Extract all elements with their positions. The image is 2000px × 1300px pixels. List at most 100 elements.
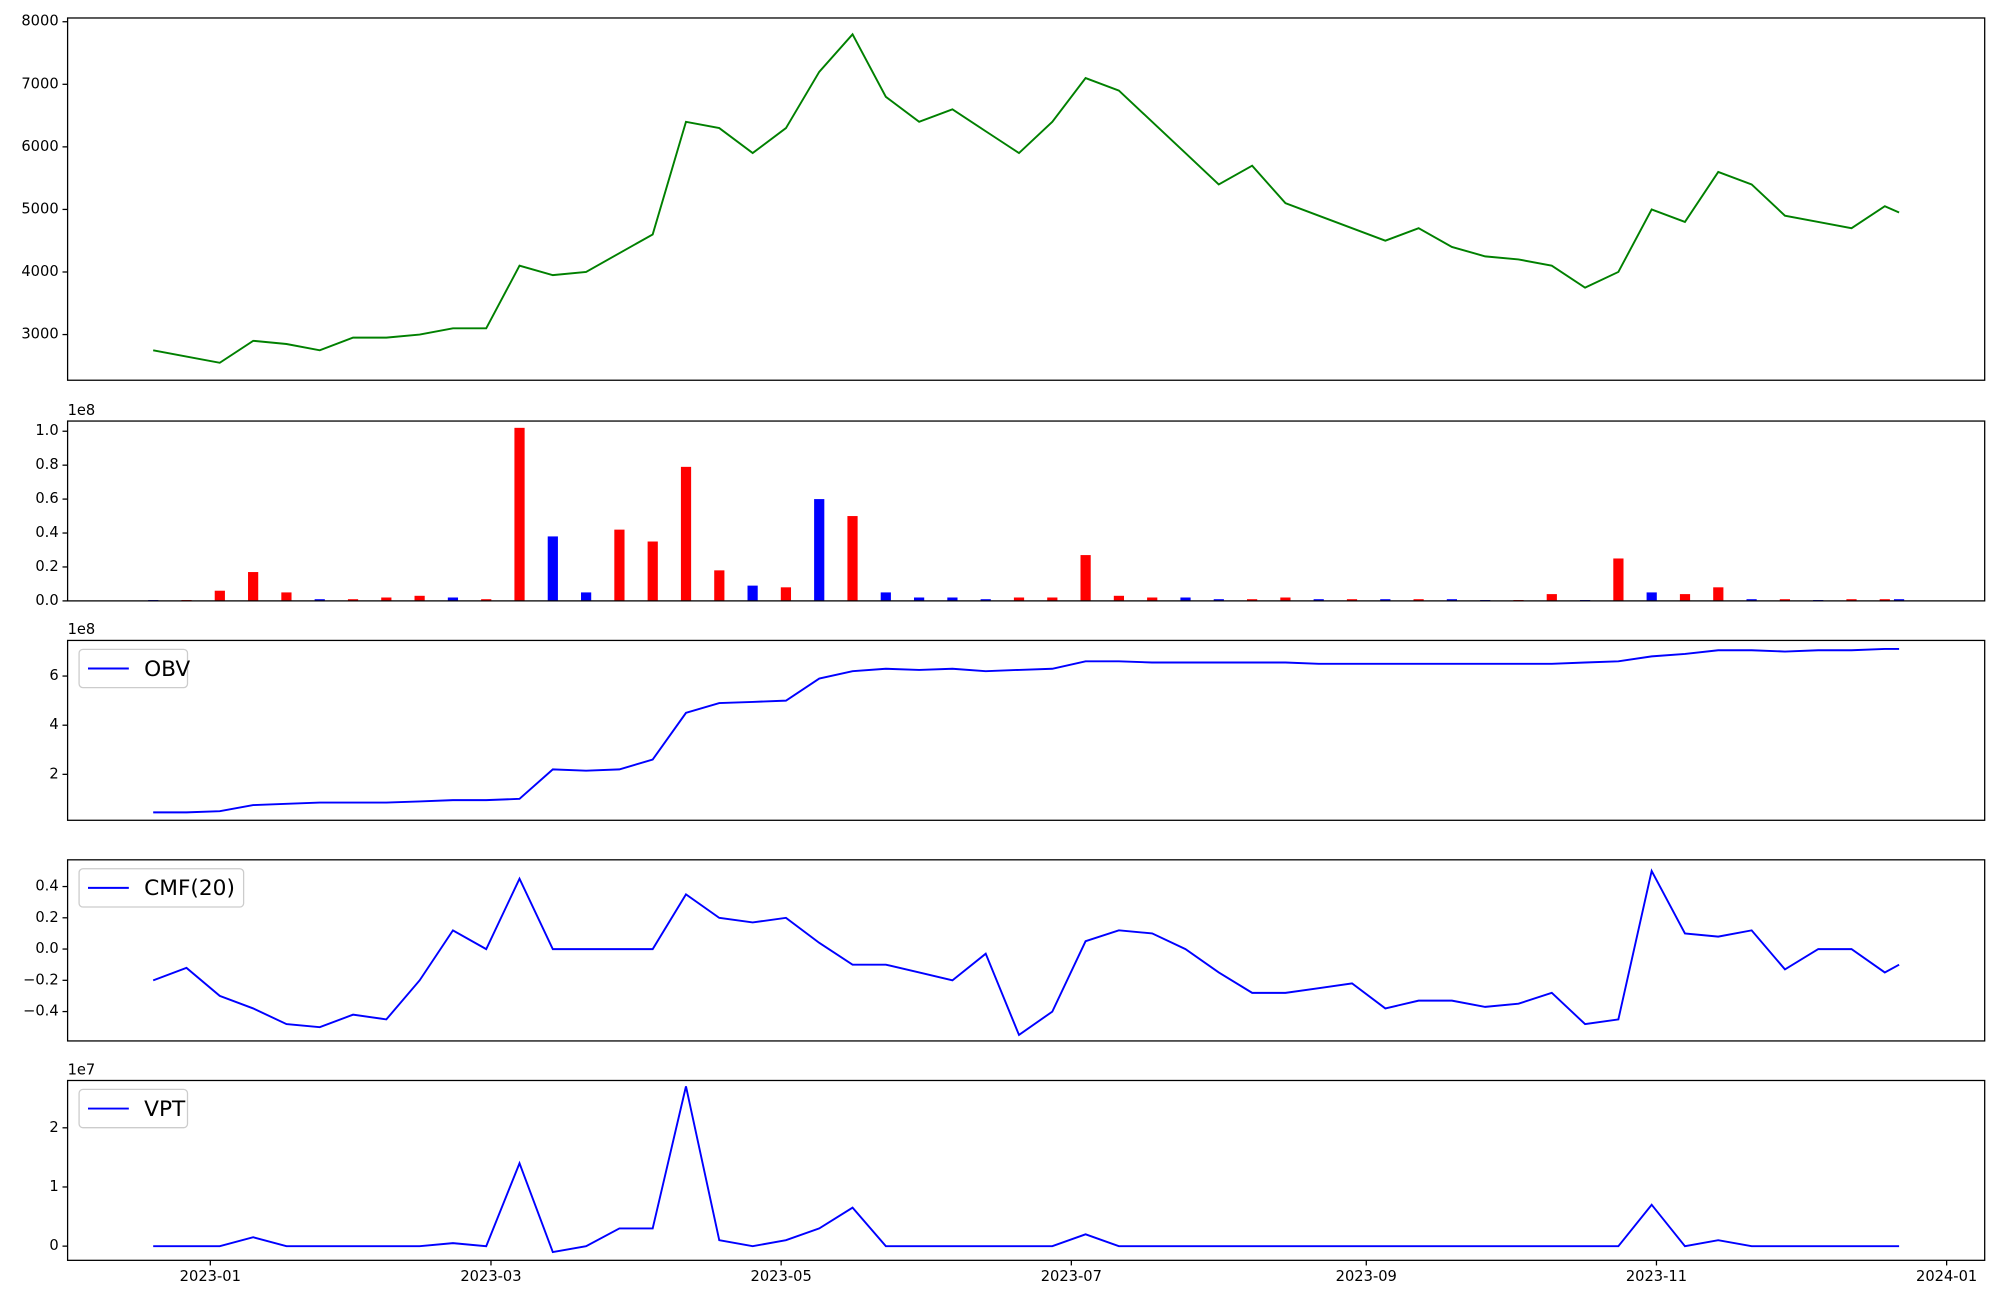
bar — [1346, 599, 1358, 601]
y-tick-label: 7000 — [21, 75, 58, 92]
y-tick-label: 0.4 — [35, 878, 58, 895]
bar — [347, 599, 359, 601]
y-tick-label: 4 — [49, 716, 58, 733]
bar — [1713, 587, 1724, 601]
y-tick-label: 0.0 — [35, 592, 58, 609]
x-tick-label: 2023-01 — [180, 1268, 241, 1285]
bar — [248, 572, 259, 601]
x-tick-label: 2023-09 — [1336, 1268, 1397, 1285]
y-tick-label: 0.2 — [35, 558, 58, 575]
bar — [1013, 597, 1025, 601]
x-tick-label: 2023-11 — [1626, 1268, 1687, 1285]
bar — [714, 570, 725, 601]
y-tick-label: 2 — [49, 1119, 58, 1136]
bar — [947, 597, 958, 601]
bar — [381, 597, 392, 601]
bar — [1213, 599, 1224, 601]
line — [153, 648, 1900, 814]
bar — [314, 599, 325, 601]
y-tick-label: 0.8 — [35, 456, 58, 473]
bar — [1080, 555, 1091, 601]
y-offset-label: 1e8 — [68, 621, 96, 638]
bar — [1147, 597, 1158, 601]
legend-box — [78, 648, 189, 689]
bar — [414, 595, 425, 601]
bar — [1280, 597, 1291, 601]
bar — [1180, 597, 1191, 601]
y-tick-label: 3000 — [21, 326, 58, 343]
y-tick-label: 0.2 — [35, 909, 58, 926]
bar — [1746, 599, 1757, 601]
bar — [1613, 558, 1624, 601]
bar — [880, 592, 891, 601]
y-tick-label: 0.4 — [35, 524, 58, 541]
x-tick-label: 2023-05 — [751, 1268, 812, 1285]
x-tick-label: 2024-01 — [1916, 1268, 1977, 1285]
bar — [447, 597, 459, 601]
bar — [1679, 594, 1691, 601]
legend: CMF(20) — [78, 868, 245, 908]
bar — [514, 427, 525, 601]
legend-label: CMF(20) — [144, 876, 235, 901]
bar — [214, 590, 225, 601]
x-tick-label: 2023-03 — [460, 1268, 521, 1285]
bar — [914, 597, 925, 601]
bar — [1446, 599, 1458, 601]
y-tick-label: 1 — [49, 1178, 58, 1195]
bar — [747, 585, 758, 601]
y-tick-label: 1.0 — [35, 422, 58, 439]
bar — [847, 516, 858, 601]
axes-frame — [66, 420, 1986, 602]
y-tick-label: 0.6 — [35, 490, 58, 507]
bar — [581, 592, 592, 601]
axes-frame — [66, 1079, 1986, 1261]
y-tick-label: 6000 — [21, 138, 58, 155]
axes-frame — [66, 17, 1986, 381]
bar — [1779, 599, 1790, 601]
bar — [1893, 599, 1905, 601]
line — [153, 1086, 1900, 1254]
legend-box — [78, 1088, 189, 1129]
bar — [1247, 599, 1258, 601]
line — [153, 32, 1900, 364]
legend: OBV — [78, 648, 190, 689]
y-tick-label: −0.2 — [23, 971, 59, 988]
line — [152, 868, 1900, 1037]
bar — [680, 466, 692, 601]
bar — [1646, 592, 1657, 601]
bar — [1113, 595, 1125, 601]
bar — [1846, 599, 1857, 601]
bar — [980, 599, 991, 601]
axes-frame — [66, 639, 1986, 821]
bar — [281, 592, 292, 601]
y-tick-label: −0.4 — [23, 1003, 59, 1020]
y-offset-label: 1e8 — [68, 402, 96, 419]
bar — [647, 541, 658, 601]
bar — [1413, 599, 1424, 601]
y-tick-label: 8000 — [21, 13, 58, 30]
legend: VPT — [78, 1088, 189, 1129]
bar — [1546, 594, 1557, 601]
legend-label: OBV — [144, 657, 190, 682]
y-tick-label: 0 — [49, 1237, 58, 1254]
bar — [1380, 599, 1391, 601]
y-tick-label: 6 — [49, 667, 58, 684]
y-tick-label: 2 — [49, 765, 58, 782]
y-tick-label: 5000 — [21, 200, 58, 217]
legend-box — [78, 868, 245, 908]
bar — [1313, 599, 1324, 601]
bar — [614, 529, 625, 601]
y-offset-label: 1e7 — [68, 1061, 96, 1078]
bar — [547, 536, 558, 601]
bar — [481, 599, 492, 601]
legend-label: VPT — [144, 1097, 186, 1122]
axes-frame — [66, 859, 1986, 1042]
y-tick-label: 4000 — [21, 263, 58, 280]
bar — [814, 499, 825, 601]
bar — [1047, 597, 1058, 601]
x-tick-label: 2023-07 — [1041, 1268, 1102, 1285]
y-tick-label: 0.0 — [35, 940, 58, 957]
bar — [780, 587, 792, 601]
bar — [1879, 599, 1890, 601]
